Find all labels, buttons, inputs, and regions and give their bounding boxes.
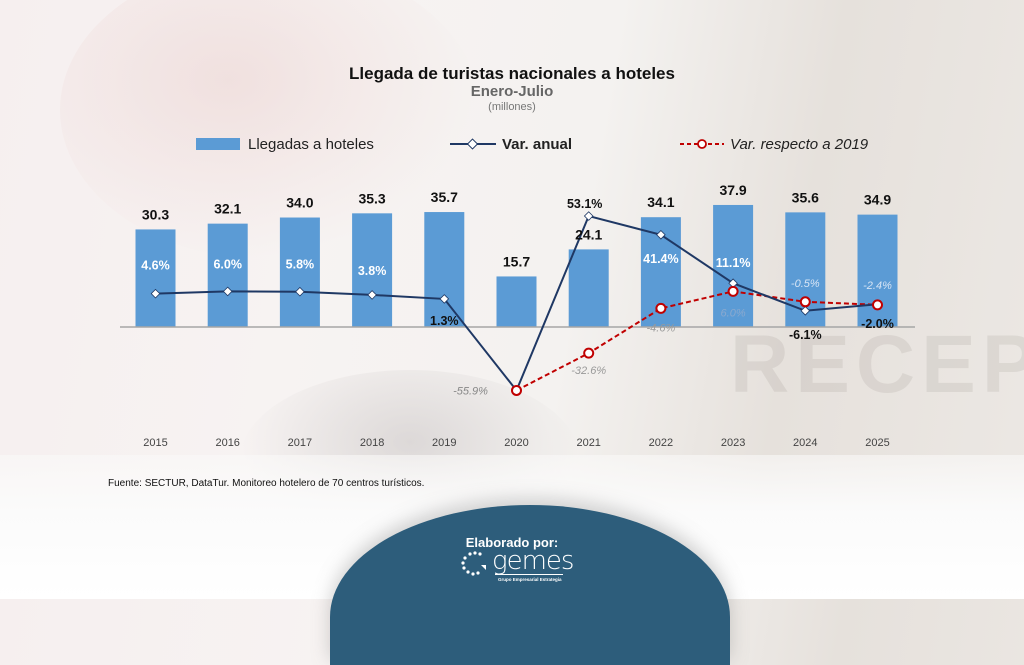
gemes-logo-dots-icon bbox=[461, 551, 486, 576]
point-var-2019-2021 bbox=[583, 347, 595, 359]
x-tick-label-2017: 2017 bbox=[288, 437, 312, 449]
background-reception-sign: RECEP bbox=[730, 319, 1024, 410]
legend-dashed-swatch bbox=[680, 139, 724, 149]
point-var-anual-2021 bbox=[583, 211, 594, 221]
x-tick-label-2015: 2015 bbox=[143, 437, 167, 449]
bar-value-label-2022: 34.1 bbox=[647, 194, 674, 210]
point-var-2019-2020 bbox=[511, 384, 522, 396]
background-hand bbox=[60, 0, 480, 260]
x-tick-label-2018: 2018 bbox=[360, 437, 384, 449]
chart-title: Llegada de turistas nacionales a hoteles bbox=[349, 64, 675, 83]
x-tick-label-2025: 2025 bbox=[865, 437, 889, 449]
var-anual-label-2017: 5.8% bbox=[286, 258, 315, 272]
point-var-anual-2015 bbox=[150, 288, 161, 299]
bar-value-label-2023: 37.9 bbox=[719, 182, 746, 198]
bar-value-label-2015: 30.3 bbox=[142, 206, 169, 222]
x-tick-label-2021: 2021 bbox=[576, 437, 600, 449]
point-var-anual-2016 bbox=[222, 286, 233, 297]
bar-value-label-2019: 35.7 bbox=[431, 189, 458, 205]
legend-line-swatch bbox=[450, 138, 496, 150]
point-var-anual-2022 bbox=[656, 229, 666, 240]
point-var-2019-2025 bbox=[872, 299, 883, 311]
var-anual-label-2023: 11.1% bbox=[716, 256, 751, 270]
point-var-anual-2017 bbox=[295, 286, 305, 297]
chart-plot: 30.3 2015 32.1 2016 34.0 2017 35.3 2018 35.7 2019… bbox=[120, 182, 915, 449]
bar-value-label-2016: 32.1 bbox=[214, 201, 241, 217]
var-anual-label-2025: -2.0% bbox=[861, 317, 894, 331]
bar-value-label-2021: 24.1 bbox=[575, 226, 602, 242]
point-var-2019-2023 bbox=[727, 285, 739, 297]
gemes-logo-tagline: Grupo Empresarial Estrategia bbox=[498, 577, 562, 582]
bar-2023 bbox=[713, 204, 754, 327]
bar-value-label-2017: 34.0 bbox=[286, 195, 313, 211]
var-anual-label-2015: 4.6% bbox=[141, 259, 170, 273]
x-tick-label-2023: 2023 bbox=[721, 437, 745, 449]
legend-item-var-2019: Var. respecto a 2019 bbox=[680, 134, 868, 154]
var-2019-label-2024: -0.5% bbox=[791, 278, 820, 290]
var-anual-label-2022: 41.4% bbox=[643, 252, 678, 266]
point-var-2019-2024 bbox=[799, 296, 811, 308]
series-line-var-2019 bbox=[516, 290, 878, 392]
var-anual-label-2019: 1.3% bbox=[430, 314, 459, 328]
bar-value-label-2020: 15.7 bbox=[503, 253, 530, 269]
chart-units: (millones) bbox=[488, 101, 536, 113]
legend-item-llegadas: Llegadas a hoteles bbox=[196, 134, 374, 154]
source-note: Fuente: SECTUR, DataTur. Monitoreo hotel… bbox=[108, 478, 425, 489]
bar-2017 bbox=[279, 217, 320, 327]
legend-label-llegadas: Llegadas a hoteles bbox=[248, 135, 374, 153]
bar-value-label-2024: 35.6 bbox=[792, 189, 819, 205]
point-var-anual-2024 bbox=[800, 305, 811, 316]
bar-value-label-2025: 34.9 bbox=[864, 192, 891, 208]
point-var-anual-2019 bbox=[439, 294, 450, 304]
x-tick-label-2016: 2016 bbox=[215, 437, 239, 449]
var-2019-label-2021: -32.6% bbox=[571, 365, 606, 377]
point-var-2019-2022 bbox=[655, 302, 667, 314]
legend-label-var-2019: Var. respecto a 2019 bbox=[730, 135, 869, 153]
var-anual-label-2018: 3.8% bbox=[358, 264, 387, 278]
bar-2020 bbox=[496, 276, 537, 327]
var-anual-label-2020: -55.9% bbox=[453, 385, 488, 397]
bar-2021 bbox=[568, 249, 609, 327]
var-anual-label-2021: 53.1% bbox=[567, 197, 602, 211]
bar-value-label-2018: 35.3 bbox=[358, 190, 385, 206]
legend-label-var-anual: Var. anual bbox=[502, 135, 573, 153]
x-tick-label-2022: 2022 bbox=[649, 437, 673, 449]
var-anual-label-2024: -6.1% bbox=[789, 328, 822, 342]
x-tick-label-2020: 2020 bbox=[504, 437, 528, 449]
chart-subtitle: Enero-Julio bbox=[470, 83, 554, 100]
point-var-anual-2023 bbox=[728, 278, 738, 289]
gemes-logo-wordmark: gemes bbox=[492, 546, 574, 576]
logo-underline bbox=[495, 574, 563, 575]
point-var-anual-2018 bbox=[367, 290, 377, 300]
bar-2015 bbox=[135, 229, 176, 327]
var-anual-label-2016: 6.0% bbox=[213, 257, 242, 271]
legend-item-var-anual: Var. anual bbox=[450, 134, 572, 154]
var-2019-label-2023: 6.0% bbox=[721, 307, 746, 319]
bar-2019 bbox=[424, 212, 465, 327]
var-2019-label-2022: -4.6% bbox=[647, 322, 676, 334]
var-2019-label-2025: -2.4% bbox=[863, 280, 892, 292]
x-tick-label-2019: 2019 bbox=[432, 437, 456, 449]
x-tick-label-2024: 2024 bbox=[793, 437, 817, 449]
bar-2016 bbox=[207, 223, 248, 327]
bar-2018 bbox=[352, 213, 393, 327]
credit-label: Elaborado por: bbox=[465, 535, 559, 550]
legend-bar-swatch bbox=[196, 138, 240, 150]
